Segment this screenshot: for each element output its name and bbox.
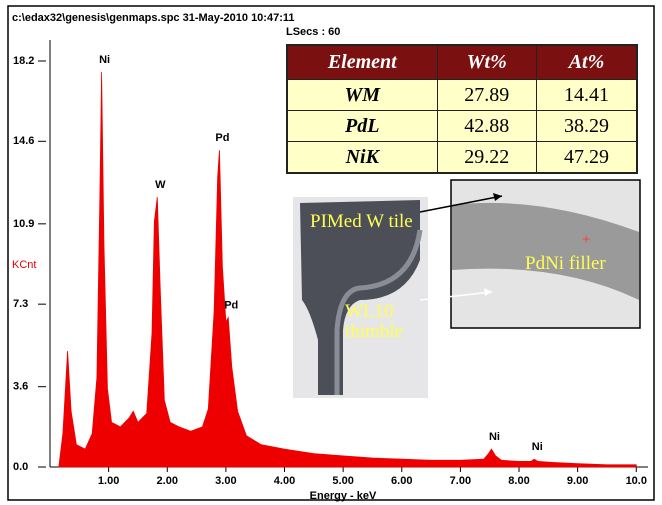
peak-label: Ni: [99, 54, 110, 66]
x-tick-label: 4.00: [274, 475, 295, 487]
x-tick-label: 8.00: [508, 475, 529, 487]
photo-label: PIMed W tile: [310, 212, 420, 232]
y-tick-label: 18.2: [13, 55, 34, 67]
peak-label: Ni: [489, 431, 500, 443]
x-tick-label: 9.00: [567, 475, 588, 487]
y-tick-label: 7.3: [13, 298, 28, 310]
header-cell: Wt%: [437, 45, 536, 80]
peak-label: Ni: [532, 441, 543, 453]
peak-label: Pd: [215, 132, 229, 144]
y-axis-label: KCnt: [12, 259, 36, 271]
x-tick-label: 5.00: [332, 475, 353, 487]
x-tick-label: 2.00: [157, 475, 178, 487]
chart-title: c:\edax32\genesis\genmaps.spc 31-May-201…: [12, 12, 295, 24]
photo-label: PdNi filler: [525, 254, 645, 274]
peak-label: Pd: [224, 299, 238, 311]
x-tick-label: 10.0: [626, 475, 647, 487]
table-cell: 14.41: [536, 80, 637, 111]
table-cell: 29.22: [437, 142, 536, 174]
photo-label: WL10 thimble: [345, 302, 425, 342]
x-axis-label: Energy - keV: [310, 490, 377, 502]
x-tick-label: 1.00: [98, 475, 119, 487]
x-tick-label: 6.00: [391, 475, 412, 487]
table-cell: PdL: [287, 111, 437, 142]
header-cell: Element: [287, 45, 437, 80]
y-tick-label: 0.0: [13, 461, 28, 473]
y-tick-label: 10.9: [13, 218, 34, 230]
table-cell: 47.29: [536, 142, 637, 174]
x-tick-label: 3.00: [215, 475, 236, 487]
table-cell: WM: [287, 80, 437, 111]
table-cell: NiK: [287, 142, 437, 174]
table-cell: 38.29: [536, 111, 637, 142]
y-tick-label: 14.6: [13, 135, 34, 147]
peak-label: W: [155, 179, 166, 191]
chart-subtitle: LSecs : 60: [286, 26, 340, 38]
x-tick-label: 7.00: [450, 475, 471, 487]
table-cell: 27.89: [437, 80, 536, 111]
y-tick-label: 3.6: [13, 381, 28, 393]
header-cell: At%: [536, 45, 637, 80]
table-cell: 42.88: [437, 111, 536, 142]
screen: c:\edax32\genesis\genmaps.spc 31-May-201…: [0, 0, 662, 505]
